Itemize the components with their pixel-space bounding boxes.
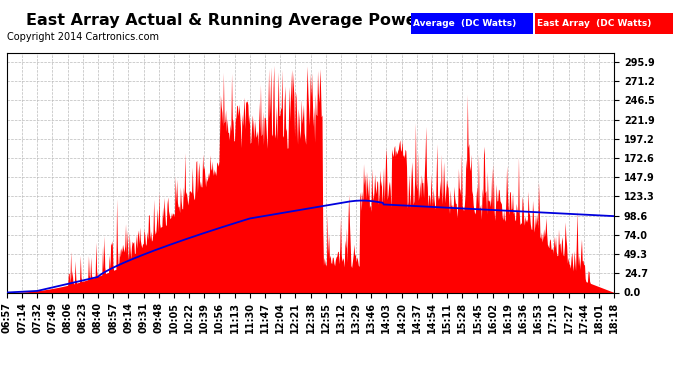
- Text: East Array  (DC Watts): East Array (DC Watts): [537, 19, 651, 28]
- Text: Average  (DC Watts): Average (DC Watts): [413, 19, 516, 28]
- Text: East Array Actual & Running Average Power Thu Mar 27  18:32: East Array Actual & Running Average Powe…: [26, 13, 595, 28]
- Text: Copyright 2014 Cartronics.com: Copyright 2014 Cartronics.com: [7, 32, 159, 42]
